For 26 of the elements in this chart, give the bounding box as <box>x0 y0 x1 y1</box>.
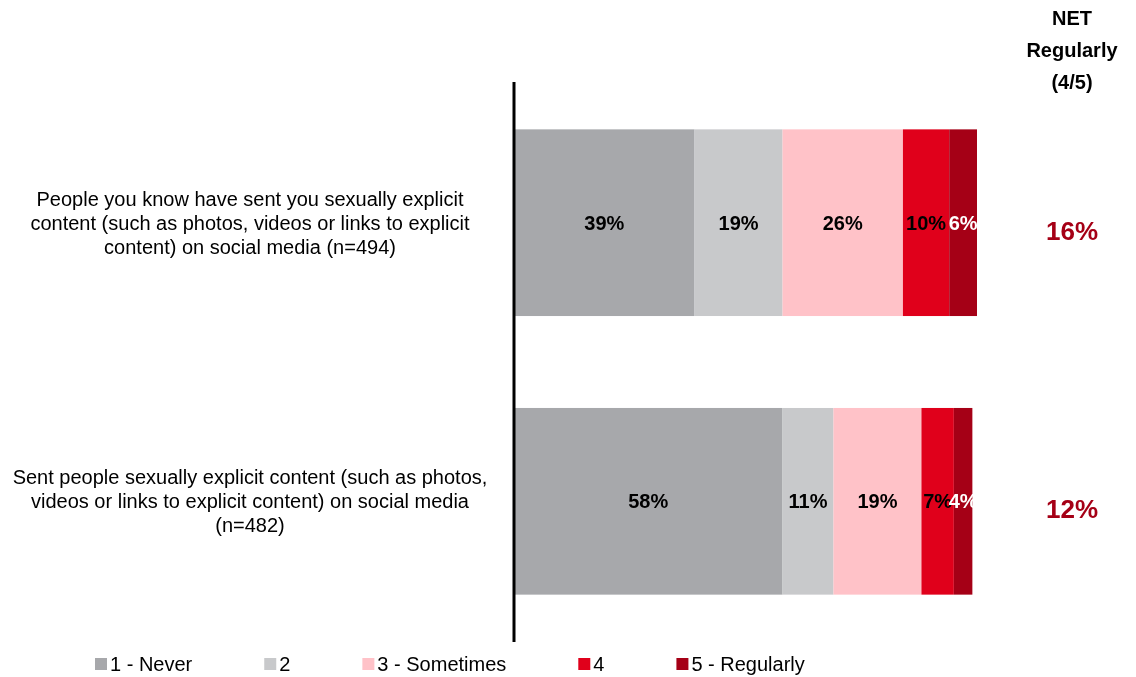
data-label: 6% <box>948 211 978 234</box>
data-label: 26% <box>822 211 863 234</box>
data-label: 19% <box>718 211 759 234</box>
bar <box>514 129 695 317</box>
bar <box>833 407 922 595</box>
legend-label: 1 - Never <box>110 653 193 675</box>
bar <box>694 129 783 317</box>
legend-label: 3 - Sometimes <box>377 653 507 675</box>
y-tick-label: Sent people sexually explicit content (such as photos, videos or links to explicit content) on social media (n=482) <box>12 466 488 537</box>
legend-label: 4 <box>593 653 605 675</box>
y-tick-label: People you know have sent you sexually explicit content (such as photos, videos or links to explicit content) on social media (n=494) <box>30 187 470 258</box>
text: NET Regularly (4/5) <box>1026 7 1119 93</box>
data-label: 11% <box>788 490 828 513</box>
bar <box>782 407 834 595</box>
data-label: 19% <box>857 490 898 513</box>
legend-label: 5 - Regularly <box>691 653 805 675</box>
text: 12% <box>1045 494 1099 525</box>
bar <box>902 129 950 317</box>
data-label: 10% <box>906 211 947 234</box>
text: 16% <box>1045 215 1099 246</box>
data-label: 58% <box>628 490 669 513</box>
data-label: 39% <box>584 211 625 234</box>
legend-label: 2 <box>279 653 291 675</box>
bar <box>514 407 783 595</box>
bar <box>949 129 977 317</box>
bar <box>782 129 903 317</box>
